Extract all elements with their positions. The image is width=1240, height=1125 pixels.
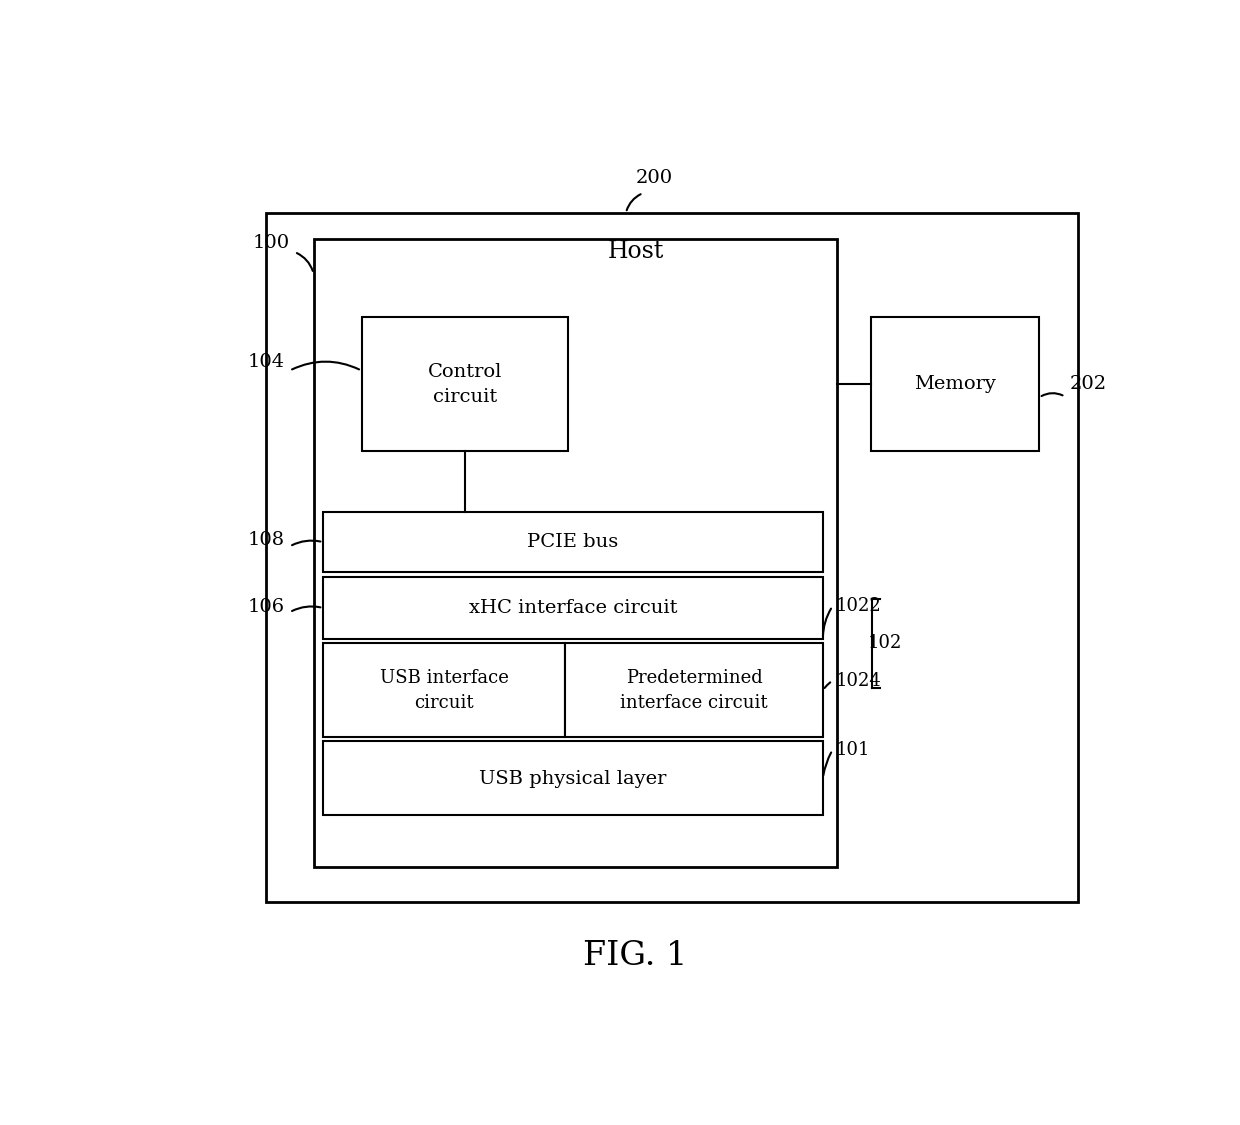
Text: Control
circuit: Control circuit — [428, 362, 502, 405]
Bar — [870, 317, 1039, 451]
Bar — [265, 213, 1078, 901]
Text: Predetermined
interface circuit: Predetermined interface circuit — [620, 668, 768, 712]
Bar — [314, 238, 837, 867]
Bar — [362, 317, 568, 451]
Text: USB physical layer: USB physical layer — [480, 770, 667, 788]
Text: FIG. 1: FIG. 1 — [583, 940, 688, 972]
Text: 200: 200 — [636, 169, 673, 187]
Bar — [324, 741, 823, 814]
Text: 202: 202 — [1070, 375, 1107, 393]
Text: 108: 108 — [248, 531, 285, 549]
Text: 1022: 1022 — [836, 597, 882, 615]
Text: Host: Host — [608, 241, 663, 263]
Text: 100: 100 — [253, 234, 290, 252]
Bar — [565, 644, 823, 737]
Bar — [324, 644, 565, 737]
Text: xHC interface circuit: xHC interface circuit — [469, 598, 677, 616]
Bar — [324, 512, 823, 573]
Text: 104: 104 — [248, 353, 285, 371]
Text: 106: 106 — [248, 598, 285, 616]
Text: PCIE bus: PCIE bus — [527, 533, 619, 551]
Text: USB interface
circuit: USB interface circuit — [379, 668, 508, 712]
Text: 102: 102 — [868, 634, 903, 652]
Bar — [324, 577, 823, 639]
Text: 101: 101 — [836, 741, 870, 759]
Text: Memory: Memory — [914, 375, 996, 393]
Text: 1024: 1024 — [836, 672, 882, 690]
